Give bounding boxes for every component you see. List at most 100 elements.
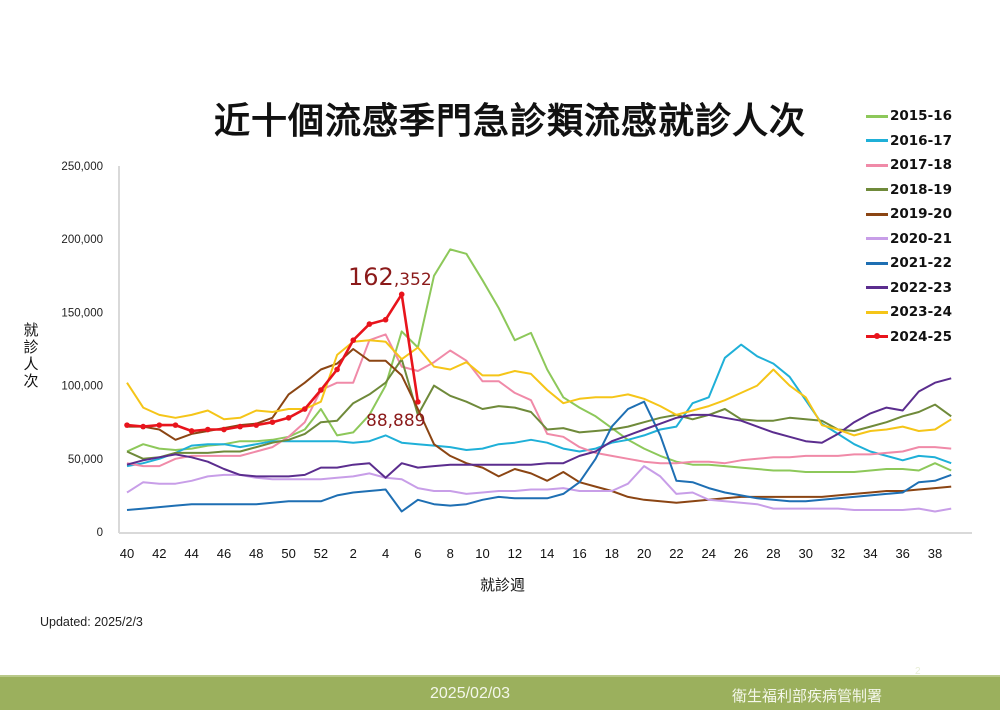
legend-label: 2018-19 [890, 181, 952, 198]
x-tick-label: 12 [508, 546, 522, 561]
series-line-2022-23 [126, 377, 952, 479]
data-point [301, 406, 308, 412]
legend-label: 2022-23 [890, 279, 952, 296]
legend-item-2016-17: 2016-17 [866, 129, 952, 154]
x-tick-label: 18 [605, 546, 619, 561]
data-point [140, 423, 146, 430]
footer-organization: 衛生福利部疾病管制署 [732, 687, 883, 705]
footer-date: 2025/02/03 [430, 685, 511, 702]
legend-swatch-icon [866, 139, 888, 143]
y-tick-label: 100,000 [61, 381, 103, 393]
data-label: 88,889 [366, 411, 425, 431]
chart-legend: 2015-16 2016-17 2017-18 2018-19 2019-20 2020-… [866, 104, 952, 349]
series-line-2020-21 [126, 465, 952, 513]
x-tick-label: 24 [702, 546, 716, 561]
series-line-2023-24 [126, 339, 952, 437]
legend-label: 2015-16 [890, 108, 952, 125]
legend-label: 2023-24 [890, 304, 952, 321]
data-label: 162,352 [348, 263, 432, 291]
x-tick-label: 32 [831, 546, 845, 561]
data-point [253, 422, 260, 428]
x-tick-label: 14 [540, 546, 554, 561]
legend-swatch-icon [866, 261, 888, 265]
y-tick-label: 50,000 [68, 454, 103, 466]
data-point [285, 415, 292, 421]
x-tick-label: 4 [382, 546, 389, 561]
x-tick-label: 16 [572, 546, 586, 561]
legend-label: 2017-18 [890, 157, 952, 174]
legend-swatch-icon [866, 114, 888, 118]
x-tick-label: 44 [184, 546, 198, 561]
legend-item-2022-23: 2022-23 [866, 276, 952, 301]
chart-title: 近十個流感季門急診類流感就診人次 [214, 101, 807, 142]
series-line-2019-20 [127, 348, 952, 504]
data-point [334, 366, 340, 373]
series-line-2021-22 [126, 400, 952, 513]
series-line-2015-16 [126, 248, 952, 473]
y-axis-label: 就診人次 [23, 321, 39, 390]
x-tick-label: 52 [314, 546, 328, 561]
x-tick-label: 36 [895, 546, 909, 561]
data-point [237, 423, 243, 430]
data-point [269, 419, 276, 426]
legend-label: 2024-25 [890, 328, 952, 345]
legend-item-2024-25: 2024-25 [866, 325, 952, 350]
x-tick-label: 48 [249, 546, 263, 561]
data-point [188, 428, 195, 434]
data-point [221, 426, 227, 433]
chart-annotations: 162,352 88,889 [348, 263, 432, 431]
x-tick-label: 38 [928, 546, 942, 561]
legend-item-2023-24: 2023-24 [866, 300, 952, 325]
updated-note: Updated: 2025/2/3 [40, 615, 143, 629]
x-axis-label: 就診週 [480, 576, 526, 594]
x-tick-label: 30 [798, 546, 812, 561]
data-point [382, 316, 389, 323]
x-tick-label: 2 [350, 546, 357, 561]
x-tick-label: 42 [152, 546, 166, 561]
data-point [156, 422, 163, 428]
legend-item-2021-22: 2021-22 [866, 251, 952, 276]
legend-swatch-icon [866, 212, 888, 216]
legend-swatch-icon [866, 333, 888, 340]
legend-label: 2020-21 [890, 230, 952, 247]
data-point [415, 399, 421, 405]
x-tick-label: 6 [414, 546, 421, 561]
legend-item-2015-16: 2015-16 [866, 104, 952, 129]
legend-item-2020-21: 2020-21 [866, 227, 952, 252]
x-tick-label: 10 [475, 546, 489, 561]
x-tick-label: 40 [120, 546, 134, 561]
legend-swatch-icon [866, 163, 888, 167]
x-tick-label: 20 [637, 546, 651, 561]
x-tick-label: 22 [669, 546, 683, 561]
x-tick-label: 50 [281, 546, 295, 561]
data-point [124, 422, 130, 428]
legend-label: 2021-22 [890, 255, 952, 272]
data-point [318, 387, 324, 393]
series-line-2017-18 [126, 333, 952, 468]
data-point [366, 321, 373, 327]
y-tick-label: 200,000 [61, 234, 103, 246]
legend-label: 2016-17 [890, 132, 952, 149]
page-number: 2 [915, 666, 921, 677]
legend-swatch-icon [866, 310, 888, 314]
x-tick-label: 34 [863, 546, 877, 561]
legend-swatch-icon [866, 237, 888, 241]
data-point [350, 337, 357, 344]
y-tick-label: 0 [97, 527, 103, 539]
series-line-2018-19 [126, 358, 952, 460]
x-tick-label: 28 [766, 546, 780, 561]
y-tick-label: 150,000 [61, 307, 103, 319]
legend-label: 2019-20 [890, 206, 952, 223]
legend-item-2019-20: 2019-20 [866, 202, 952, 227]
legend-item-2018-19: 2018-19 [866, 178, 952, 203]
legend-swatch-icon [866, 188, 888, 192]
legend-item-2017-18: 2017-18 [866, 153, 952, 178]
chart-series [124, 248, 952, 513]
y-tick-label: 250,000 [61, 161, 103, 173]
data-point [398, 291, 405, 298]
x-tick-label: 26 [734, 546, 748, 561]
legend-swatch-icon [866, 286, 888, 290]
footer-bar: 2025/02/03 衛生福利部疾病管制署 [0, 675, 1000, 710]
